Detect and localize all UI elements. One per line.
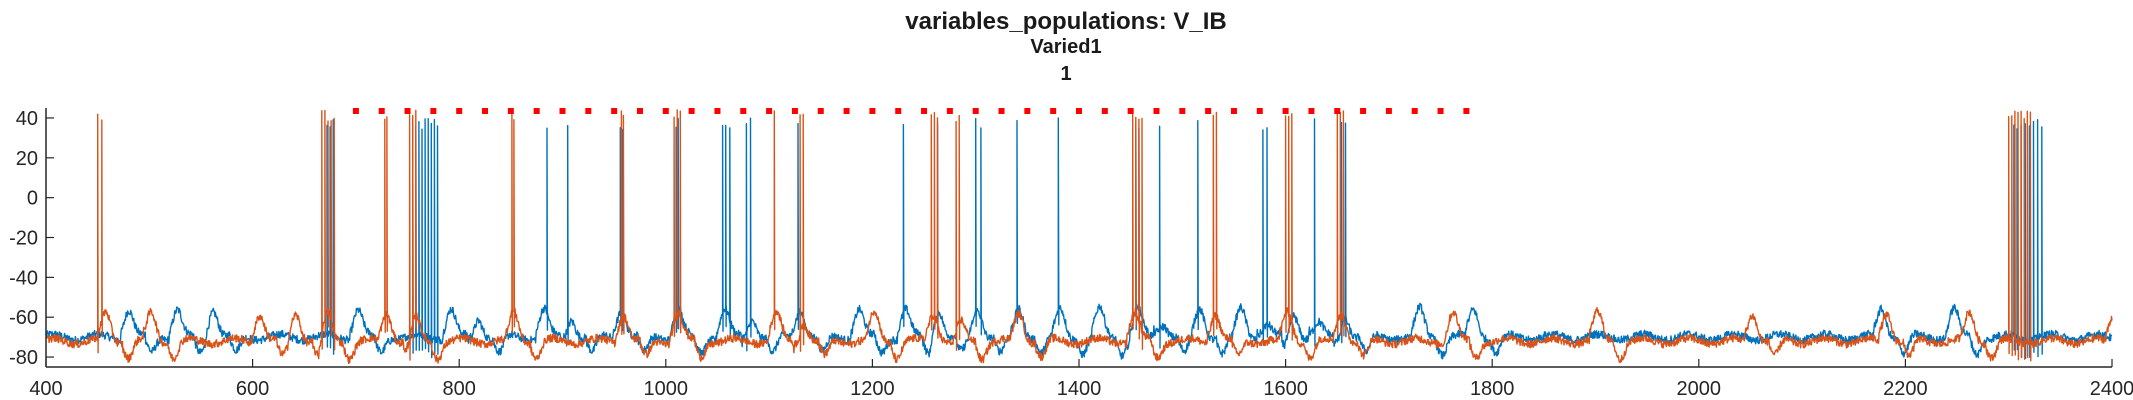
event-markers	[352, 107, 1470, 114]
chart-title: variables_populations: V_IB	[905, 8, 1226, 35]
event-marker	[507, 107, 514, 114]
series1-line-layer	[45, 117, 2113, 360]
event-marker	[1385, 107, 1392, 114]
x-tick-label: 1000	[644, 378, 689, 400]
event-marker	[817, 107, 824, 114]
event-marker	[1205, 107, 1212, 114]
chart-subtitle-2: 1	[1060, 63, 1071, 85]
event-marker	[1437, 107, 1444, 114]
x-tick-label: 2000	[1677, 378, 1722, 400]
plot-area	[45, 107, 2113, 365]
y-tick-label: 20	[16, 148, 38, 170]
event-marker	[714, 107, 721, 114]
event-marker	[895, 107, 902, 114]
event-marker	[688, 107, 695, 114]
event-marker	[1230, 107, 1237, 114]
event-marker	[1308, 107, 1315, 114]
event-marker	[1050, 107, 1057, 114]
y-ticks: 40 20 0 -20 -40 -60 -80	[9, 108, 54, 369]
x-tick-label: 800	[443, 378, 476, 400]
event-marker	[1256, 107, 1263, 114]
x-tick-label: 1600	[1263, 378, 1308, 400]
event-marker	[1411, 107, 1418, 114]
event-marker	[921, 107, 928, 114]
event-marker	[662, 107, 669, 114]
event-marker	[1282, 107, 1289, 114]
event-marker	[1024, 107, 1031, 114]
event-marker	[740, 107, 747, 114]
event-marker	[482, 107, 489, 114]
event-marker	[533, 107, 540, 114]
x-tick-label: 2400	[2090, 378, 2133, 400]
event-marker	[1179, 107, 1186, 114]
event-marker	[1463, 107, 1470, 114]
axes: 400 600 800 1000 1200 1400 1600 1800 2000 2200 240…	[9, 108, 2133, 400]
series-1-line	[45, 117, 2113, 360]
y-tick-label: 0	[27, 188, 38, 210]
event-marker	[972, 107, 979, 114]
x-tick-label: 1200	[850, 378, 895, 400]
y-tick-label: -40	[9, 267, 38, 289]
event-marker	[559, 107, 566, 114]
event-marker	[1334, 107, 1341, 114]
event-marker	[869, 107, 876, 114]
chart-subtitle: Varied1	[1030, 36, 1101, 58]
series-2-line	[45, 109, 2113, 365]
x-tick-label: 400	[29, 378, 62, 400]
event-marker	[1153, 107, 1160, 114]
y-tick-label: -80	[9, 347, 38, 369]
x-tick-label: 600	[236, 378, 269, 400]
event-marker	[1076, 107, 1082, 114]
event-marker	[998, 107, 1005, 114]
event-marker	[791, 107, 798, 114]
x-tick-label: 2200	[1883, 378, 1928, 400]
event-marker	[378, 107, 385, 114]
event-marker	[1360, 107, 1367, 114]
event-marker	[636, 107, 643, 114]
x-tick-label: 1800	[1470, 378, 1515, 400]
event-marker	[585, 107, 592, 114]
event-marker	[456, 107, 463, 114]
event-marker	[404, 107, 411, 114]
event-marker	[766, 107, 773, 114]
y-tick-label: -60	[9, 307, 38, 329]
event-marker	[946, 107, 953, 114]
event-marker	[1101, 107, 1108, 114]
series2-line-layer	[45, 109, 2113, 365]
y-tick-label: 40	[16, 108, 38, 130]
y-tick-label: -20	[9, 228, 38, 250]
x-ticks: 400 600 800 1000 1200 1400 1600 1800 2000 2200 240…	[29, 359, 2133, 400]
x-tick-label: 1400	[1057, 378, 1102, 400]
event-marker	[352, 107, 359, 114]
event-marker	[611, 107, 618, 114]
event-marker	[1127, 107, 1134, 114]
event-marker	[843, 107, 850, 114]
event-marker	[430, 107, 437, 114]
